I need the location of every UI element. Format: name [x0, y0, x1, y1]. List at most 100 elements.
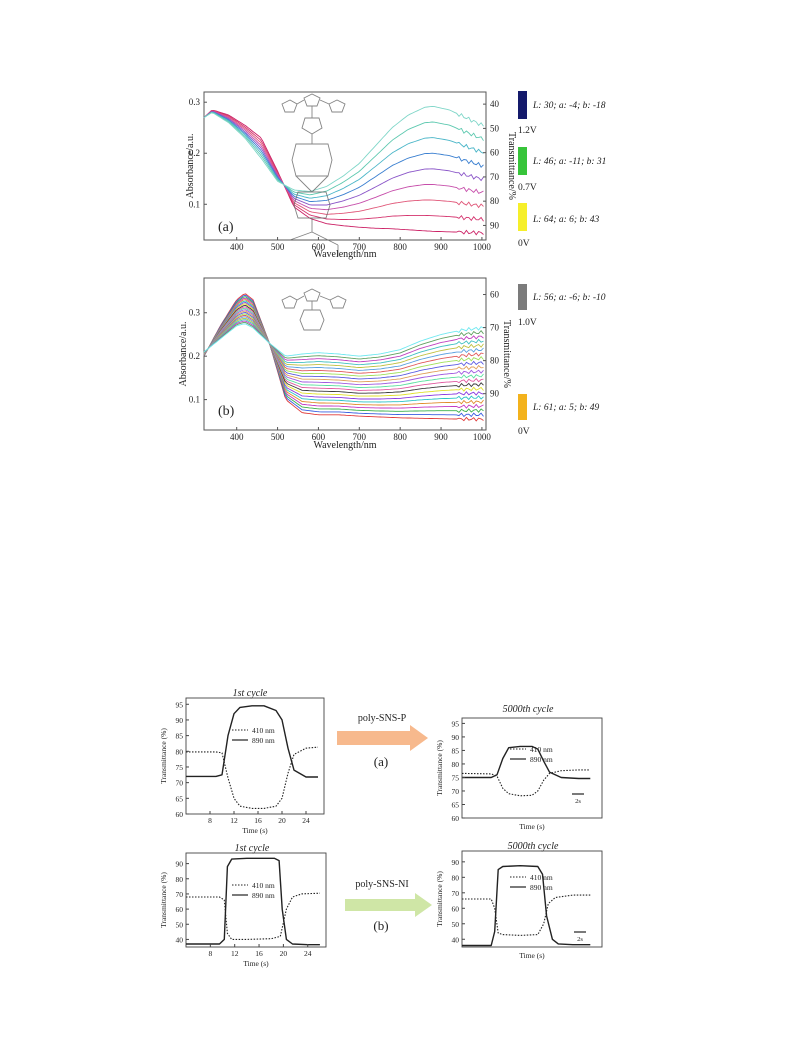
- kinetics-title: 5000th cycle: [503, 704, 554, 715]
- swatch-b-2: [518, 394, 527, 420]
- x-tick-label: 500: [271, 242, 285, 252]
- molecular-structure-b: [281, 288, 347, 331]
- arrow-b-label: (b): [373, 918, 388, 933]
- x-tick-label: 900: [434, 432, 448, 442]
- y2-axis-label-b: Transmittance/%: [501, 320, 512, 388]
- y-tick-label: 50: [452, 920, 460, 929]
- kinetics-x-label: Time (s): [242, 826, 268, 835]
- swatch-b-1-voltage: 1.0V: [518, 318, 537, 328]
- y-ticks-b: 0.1 0.2 0.3: [189, 308, 207, 405]
- swatch-b-1: [518, 284, 527, 310]
- spectrum-series-3: [203, 296, 484, 414]
- y-tick-label: 0.3: [189, 308, 201, 318]
- swatch-b-2-voltage: 0V: [518, 427, 530, 437]
- kinetics-series-410-nm: [186, 746, 319, 809]
- arrow-b-polymer: poly-SNS-NI: [355, 879, 408, 890]
- swatch-b-2-lab: L: 61; a: 5; b: 49: [532, 403, 599, 413]
- spectrum-series-16: [203, 314, 484, 374]
- y-tick-label: 85: [452, 746, 460, 755]
- panel-label-b: (b): [218, 404, 235, 419]
- kinetics-title: 1st cycle: [233, 688, 268, 699]
- x-tick-label: 700: [353, 242, 367, 252]
- legend-label-410: 410 nm: [530, 873, 553, 882]
- x-ticks-a: 400 500 600 700 800 900 1000: [230, 237, 491, 252]
- swatch-a-3-voltage: 0V: [518, 239, 530, 249]
- x-tick-label: 700: [353, 432, 367, 442]
- spectrum-series-17: [203, 316, 484, 371]
- spectrum-series-7: [203, 111, 484, 199]
- legend-label-890: 890 nm: [252, 736, 275, 745]
- panel-label-a: (a): [218, 220, 234, 235]
- y2-tick-label: 80: [490, 356, 500, 366]
- legend-label-890: 890 nm: [530, 883, 553, 892]
- y-tick-label: 75: [452, 773, 460, 782]
- spectrum-series-1: [203, 293, 484, 422]
- scale-bar-label: 2s: [577, 936, 583, 943]
- y-tick-label: 95: [452, 719, 460, 728]
- spectrum-series-14: [203, 312, 484, 380]
- y-tick-label: 70: [452, 787, 460, 796]
- y-tick-label: 90: [452, 733, 460, 742]
- arrow-b-shape: [345, 893, 432, 917]
- x-tick-label: 24: [302, 816, 310, 825]
- kinetics-series-410-nm: [462, 894, 591, 936]
- kinetics-title: 1st cycle: [235, 843, 270, 854]
- y-tick-label: 50: [176, 920, 184, 929]
- x-tick-label: 8: [208, 949, 212, 958]
- kinetics-y-label: Transmittance (%): [435, 871, 444, 927]
- kinetics-title: 5000th cycle: [508, 841, 559, 852]
- y2-axis-label-a: Transmittance/%: [506, 132, 517, 200]
- kinetics-series-890-nm: [462, 865, 591, 947]
- arrow-b: poly-SNS-NI (b): [345, 879, 432, 933]
- spectrum-series-19: [203, 319, 484, 366]
- spectrum-series-8: [203, 112, 484, 196]
- y2-ticks-b: 60 70 80 90: [483, 290, 500, 399]
- y2-tick-label: 80: [490, 196, 500, 206]
- y-tick-label: 40: [176, 935, 184, 944]
- spectrum-series-11: [203, 307, 484, 388]
- legend-label-410: 410 nm: [252, 726, 275, 735]
- spectrum-series-8: [203, 303, 484, 397]
- kinetics-y-label: Transmittance (%): [159, 728, 168, 784]
- y-tick-label: 0.3: [189, 97, 201, 107]
- swatch-a-1-lab: L: 30; a: -4; b: -18: [532, 101, 606, 111]
- color-swatches-b: L: 56; a: -6; b: -10 1.0V L: 61; a: 5; b…: [518, 284, 606, 437]
- kinetics-y-label: Transmittance (%): [435, 740, 444, 796]
- spectrum-series-20: [203, 320, 484, 363]
- y2-tick-label: 70: [490, 172, 500, 182]
- swatch-a-2-voltage: 0.7V: [518, 183, 537, 193]
- y-tick-label: 60: [452, 814, 460, 823]
- spectra-curves-b: [203, 293, 484, 422]
- y2-tick-label: 50: [490, 123, 500, 133]
- kinetics-series-890-nm: [186, 857, 320, 946]
- x-tick-label: 8: [208, 816, 212, 825]
- x-axis-label-b: Wavelength/nm: [313, 440, 376, 451]
- swatch-a-2-lab: L: 46; a: -11; b: 31: [532, 157, 606, 167]
- spectrum-series-15: [203, 313, 484, 377]
- y-tick-label: 65: [176, 794, 184, 803]
- x-tick-label: 24: [304, 949, 312, 958]
- spectrum-series-4: [203, 111, 484, 211]
- kinetics-frame: [185, 697, 325, 815]
- x-tick-label: 20: [280, 949, 288, 958]
- swatch-a-1: [518, 91, 527, 119]
- kinetics-series-410-nm: [186, 892, 320, 940]
- swatch-a-3: [518, 203, 527, 231]
- legend-label-410: 410 nm: [252, 881, 275, 890]
- spectrum-series-6: [203, 111, 484, 202]
- spectrum-series-13: [203, 310, 484, 383]
- swatch-b-1-lab: L: 56; a: -6; b: -10: [532, 293, 606, 303]
- spectrum-series-4: [203, 297, 484, 409]
- spectrum-series-2: [203, 294, 484, 418]
- y-axis-label-b: Absorbance/a.u.: [178, 322, 189, 387]
- spectrum-series-3: [203, 110, 484, 215]
- spectrum-series-9: [203, 304, 484, 394]
- y2-tick-label: 90: [490, 220, 500, 230]
- arrow-a: poly-SNS-P (a): [337, 713, 428, 769]
- kinetics-frame: [461, 717, 603, 819]
- y-tick-label: 65: [452, 800, 460, 809]
- y-tick-label: 70: [452, 889, 460, 898]
